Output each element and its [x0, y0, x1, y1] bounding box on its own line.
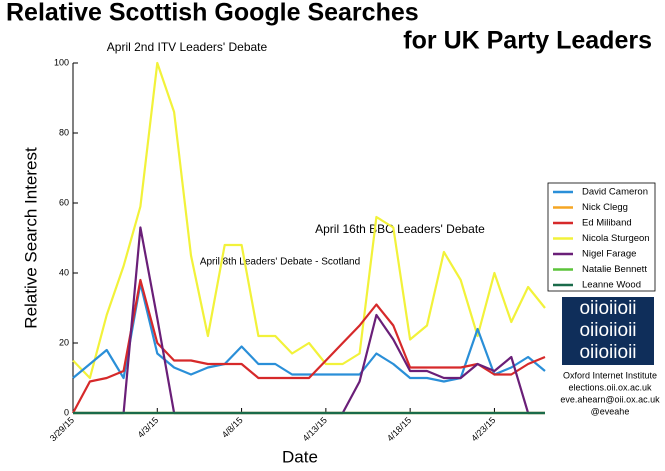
x-tick-label: 4/8/15	[220, 415, 245, 440]
x-axis-label: Date	[282, 447, 318, 466]
legend-box	[547, 182, 656, 292]
x-tick-label: 4/3/15	[136, 415, 161, 440]
annotation: April 16th BBC Leaders' Debate	[315, 222, 485, 236]
y-tick-label: 80	[59, 127, 69, 137]
credit: elections.oii.ox.ac.uk	[568, 382, 652, 392]
logo-text: oiioiioii	[579, 298, 636, 319]
credit: Oxford Internet Institute	[563, 370, 657, 380]
legend-label: Nigel Farage	[582, 249, 636, 260]
series-line	[73, 226, 545, 415]
annotation: April 2nd ITV Leaders' Debate	[107, 40, 268, 54]
credit: eve.ahearn@oii.ox.ac.uk	[560, 394, 660, 404]
legend-label: Ed Miliband	[582, 218, 632, 229]
chart-subtitle: for UK Party Leaders	[403, 27, 652, 55]
y-tick-label: 40	[59, 267, 69, 277]
y-axis-label: Relative Search Interest	[21, 147, 40, 329]
y-tick-label: 60	[59, 197, 69, 207]
legend-label: David Cameron	[582, 187, 648, 198]
chart-title: Relative Scottish Google Searches	[6, 0, 419, 27]
legend-label: Nick Clegg	[582, 202, 628, 213]
series-line	[72, 61, 546, 380]
legend-label: Nicola Sturgeon	[582, 233, 650, 244]
legend-label: Leanne Wood	[582, 280, 641, 291]
y-tick-label: 0	[64, 407, 69, 417]
x-tick-label: 3/29/15	[48, 415, 76, 443]
series-line	[72, 282, 546, 383]
logo-text: oiioiioii	[579, 320, 636, 341]
legend-label: Natalie Bennett	[582, 264, 647, 275]
x-tick-label: 4/23/15	[469, 415, 497, 443]
annotation: April 8th Leaders' Debate - Scotland	[200, 257, 360, 268]
x-tick-label: 4/13/15	[301, 415, 329, 443]
y-tick-label: 20	[59, 337, 69, 347]
logo-text: oiioiioii	[579, 342, 636, 363]
logo-box	[562, 297, 654, 365]
y-tick-label: 100	[54, 57, 69, 67]
x-tick-label: 4/18/15	[385, 415, 413, 443]
credit: @eveahe	[591, 406, 630, 416]
series-line	[72, 278, 546, 414]
